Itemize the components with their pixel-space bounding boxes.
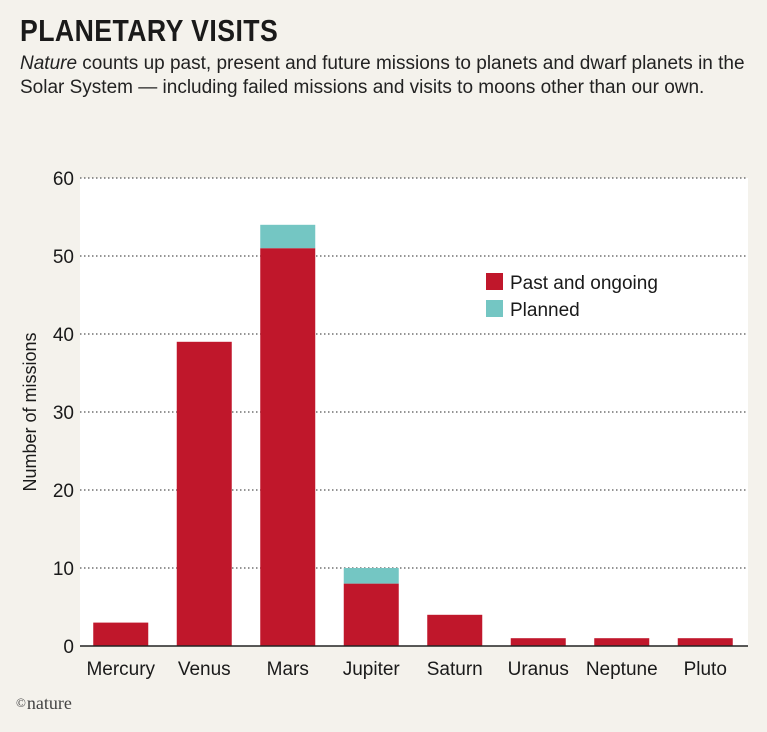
x-tick-label: Uranus: [508, 659, 569, 680]
bar-planned-mars: [260, 224, 316, 249]
legend-swatch: [486, 273, 503, 290]
y-tick-label: 60: [53, 169, 74, 190]
y-tick-label: 10: [53, 559, 74, 580]
bar-past-mercury: [93, 622, 149, 646]
x-tick-label: Neptune: [586, 659, 658, 680]
x-tick-label: Mars: [267, 659, 309, 680]
chart-header: PLANETARY VISITS Nature counts up past, …: [20, 12, 750, 100]
y-tick-label: 50: [53, 247, 74, 268]
chart-title: PLANETARY VISITS: [20, 13, 279, 48]
bar-past-mars: [260, 248, 316, 646]
bar-past-venus: [176, 341, 232, 646]
y-axis-label: Number of missions: [20, 332, 40, 491]
subtitle-emphasis: Nature: [20, 53, 78, 74]
copyright-symbol: ©: [16, 695, 26, 710]
bar-past-saturn: [427, 614, 483, 646]
credit-text: nature: [26, 693, 72, 713]
x-tick-label: Saturn: [427, 659, 483, 680]
chart-subtitle: Nature counts up past, present and futur…: [20, 52, 750, 100]
legend-swatch: [486, 300, 503, 317]
y-tick-label: 40: [53, 325, 74, 346]
y-tick-label: 30: [53, 403, 74, 424]
bar-planned-jupiter: [343, 568, 399, 584]
x-tick-label: Jupiter: [343, 659, 401, 680]
legend-label: Past and ongoing: [510, 273, 658, 294]
x-tick-label: Venus: [178, 659, 231, 680]
y-tick-label: 0: [63, 637, 74, 658]
subtitle-text: counts up past, present and future missi…: [20, 53, 745, 98]
legend-label: Planned: [510, 300, 580, 321]
nature-credit: ©nature: [16, 693, 72, 714]
x-tick-label: Pluto: [684, 659, 727, 680]
bar-past-jupiter: [343, 583, 399, 646]
bar-past-pluto: [677, 638, 733, 646]
bar-past-neptune: [594, 638, 650, 646]
x-tick-label: Mercury: [86, 659, 155, 680]
bar-past-uranus: [510, 638, 566, 646]
y-tick-label: 20: [53, 481, 74, 502]
